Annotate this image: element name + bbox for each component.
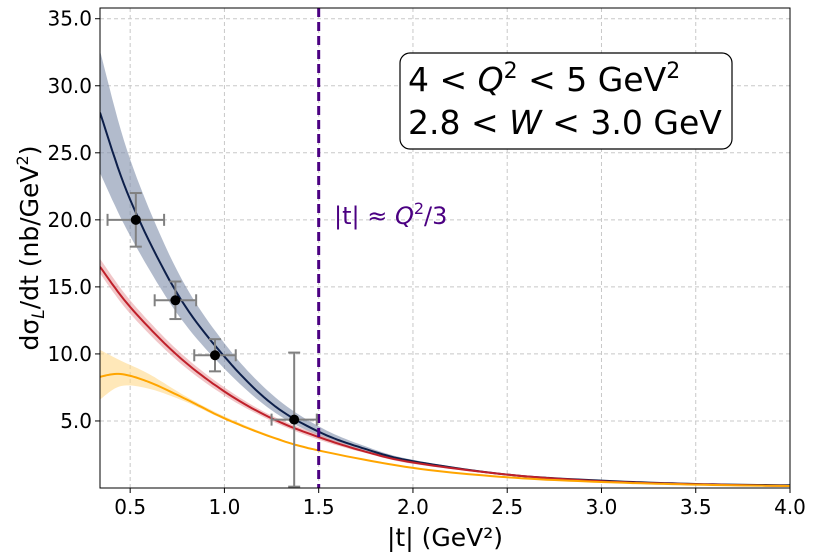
ticks: 0.5 1.0 1.5 2.0 2.5 3.0 3.5 4.0 5.0 10.0 15.0 20.0 2…	[47, 7, 805, 519]
kinematics-q2-range: 4 < Q2 < 5 GeV2	[408, 59, 680, 99]
y-tick-label: 35.0	[47, 7, 92, 31]
series-lines	[100, 112, 790, 487]
data-point	[289, 414, 300, 425]
y-tick-label: 10.0	[47, 342, 92, 366]
x-tick-label: 0.5	[114, 495, 146, 519]
y-tick-label: 30.0	[47, 74, 92, 98]
series-line-2	[100, 372, 790, 487]
data-point	[210, 350, 220, 361]
x-tick-label: 1.0	[209, 495, 241, 519]
y-tick-label: 20.0	[47, 208, 92, 232]
y-tick-label: 5.0	[60, 409, 92, 433]
y-axis-title: dσL/dt (nb/GeV2)	[13, 146, 49, 351]
x-tick-label: 3.0	[586, 495, 618, 519]
kinematics-box	[399, 52, 733, 150]
x-tick-label: 2.0	[397, 495, 429, 519]
x-tick-label: 3.5	[680, 495, 712, 519]
data-point	[130, 214, 141, 225]
cutoff-label: |t| ≈ Q2/3	[334, 199, 447, 230]
data-points	[106, 192, 318, 488]
y-tick-label: 15.0	[47, 275, 92, 299]
x-tick-label: 2.5	[491, 495, 523, 519]
x-tick-label: 4.0	[774, 495, 806, 519]
kinematics-w-range: 2.8 < W < 3.0 GeV	[408, 103, 722, 142]
x-tick-label: 1.5	[303, 495, 335, 519]
plot-frame	[99, 7, 791, 489]
y-tick-label: 25.0	[47, 141, 92, 165]
data-point	[170, 295, 181, 306]
x-axis-title: |t| (GeV²)	[387, 523, 503, 552]
